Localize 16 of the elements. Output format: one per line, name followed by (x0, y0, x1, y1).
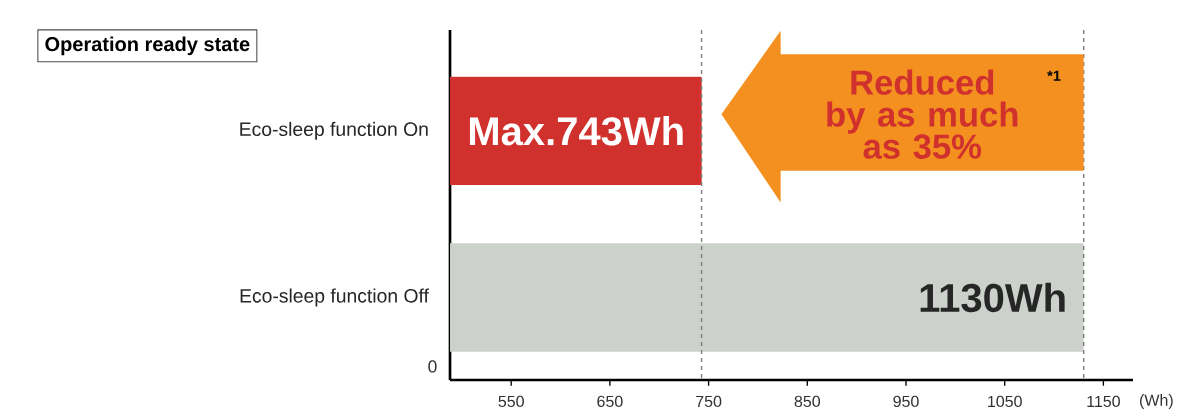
text: 0 (428, 360, 437, 373)
x-tick-label: 950 (893, 395, 919, 408)
text: Operation ready state (45, 36, 250, 56)
y-tick-label: Eco-sleep function On (240, 121, 428, 140)
x-axis-title: (Wh) (1140, 394, 1173, 409)
x-tick-label: 550 (498, 395, 524, 408)
annotation: *1 (1047, 70, 1061, 81)
data-label: Max.743Wh (469, 116, 683, 146)
x-tick-label: 650 (597, 395, 623, 408)
data-label: 1130Wh (920, 282, 1065, 313)
x-tick-label: 1150 (1087, 395, 1120, 408)
y-tick-label: Eco-sleep function Off (240, 288, 429, 307)
x-tick-label: 1050 (988, 395, 1022, 408)
x-tick-label: 750 (696, 395, 722, 408)
annotation: Reduced by as much as 35% (827, 69, 1018, 159)
x-tick-label: 850 (794, 395, 821, 408)
